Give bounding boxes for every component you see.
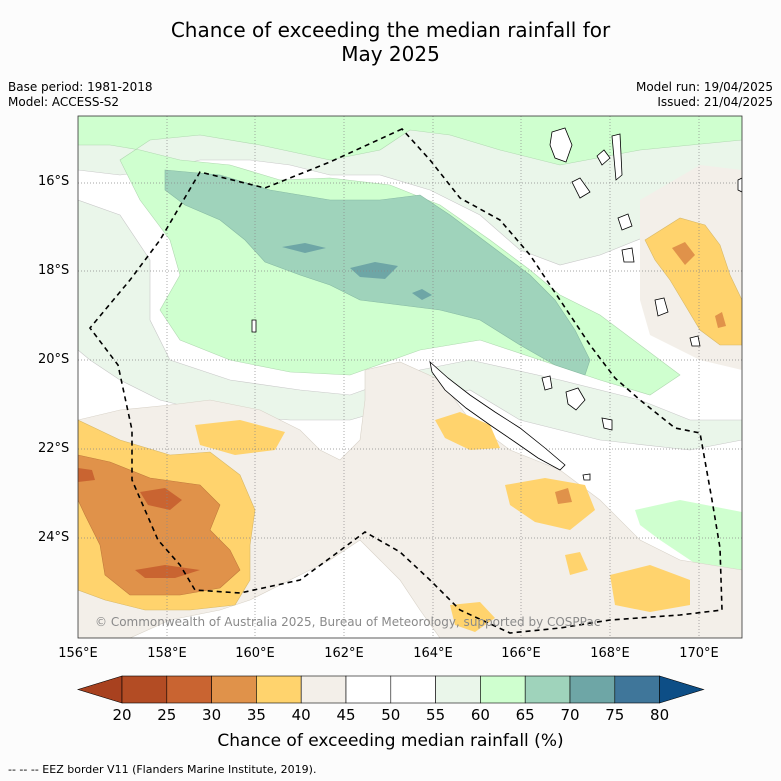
colorbar-tick-label: 45 [336, 706, 356, 724]
colorbar-segment [121, 675, 168, 704]
new-caledonia-coastline [429, 360, 566, 471]
colorbar-segment [390, 675, 436, 704]
region-35-40-c1 [435, 412, 500, 450]
lon-label-168e: 168°E [590, 646, 630, 661]
region-30-35-west [78, 454, 241, 596]
eez-legend: -- -- -- EEZ border V11 (Flanders Marine… [8, 763, 317, 776]
region-35-40-c4 [610, 565, 690, 612]
colorbar-segment [166, 675, 212, 704]
lon-label-162e: 162°E [324, 646, 364, 661]
region-70-75-a [282, 243, 326, 253]
region-35-40-c5 [450, 602, 495, 632]
colorbar-tick-label: 25 [157, 706, 177, 724]
lon-label-158e: 158°E [147, 646, 187, 661]
title-line-1: Chance of exceeding the median rainfall … [170, 18, 611, 42]
colorbar-segment [435, 675, 481, 704]
region-70-75-c [412, 289, 432, 300]
island-south [582, 473, 591, 481]
region-70-75-b [350, 262, 398, 279]
title-line-2: May 2025 [341, 42, 440, 66]
colorbar-tick-label: 70 [560, 706, 580, 724]
lat-label-24s: 24°S [38, 530, 70, 545]
colorbar-segments [76, 675, 705, 704]
colorbar-segment [211, 675, 257, 704]
lat-label-20s: 20°S [38, 352, 70, 367]
lat-label-16s: 16°S [38, 174, 70, 189]
vanuatu-island-1 [549, 127, 573, 163]
map-fill-layer [78, 116, 742, 638]
colorbar-tick-label: 55 [426, 706, 446, 724]
vanuatu-island-8 [689, 335, 701, 347]
colorbar-tick-label: 20 [112, 706, 132, 724]
region-25-30-w1 [140, 488, 182, 510]
map-frame [77, 115, 743, 639]
colorbar-segment [480, 675, 526, 704]
vanuatu-island-4 [571, 177, 591, 199]
lon-label-160e: 160°E [235, 646, 275, 661]
lon-label-164e: 164°E [413, 646, 453, 661]
colorbar-arrow-high [659, 675, 705, 704]
lat-label-18s: 18°S [38, 263, 70, 278]
meta-right: Model run: 19/04/2025 Issued: 21/04/2025 [636, 80, 773, 110]
region-35-40-ne [644, 217, 742, 346]
map-title: Chance of exceeding the median rainfall … [0, 18, 781, 66]
region-30-35-ne-b [715, 312, 726, 328]
eez-border [88, 128, 723, 634]
colorbar-tick-label: 60 [470, 706, 490, 724]
vanuatu-island-5 [617, 213, 633, 231]
colorbar-tick-label: 40 [291, 706, 311, 724]
copyright-text: © Commonwealth of Australia 2025, Bureau… [95, 615, 601, 629]
colorbar-segment [300, 675, 347, 704]
vanuatu-island-2 [596, 149, 611, 166]
island-mid [251, 319, 257, 333]
vanuatu-island-9 [737, 177, 742, 193]
graticule [78, 116, 742, 638]
loyalty-island-1 [565, 387, 586, 411]
colorbar-segment [569, 675, 616, 704]
colorbar-segment [524, 675, 571, 704]
model-run: Model run: 19/04/2025 [635, 80, 773, 94]
colorbar-label: Chance of exceeding median rainfall (%) [217, 731, 564, 751]
region-35-40-c3 [565, 552, 588, 575]
region-35-40-w2 [195, 420, 285, 455]
colorbar-segment [256, 675, 302, 704]
vanuatu-island-6 [621, 247, 635, 263]
region-30-35-ne-a [672, 242, 695, 265]
loyalty-island-2 [541, 375, 553, 391]
colorbar-arrow-low [76, 675, 123, 704]
colorbar-tick-label: 80 [650, 706, 670, 724]
issued-date: Issued: 21/04/2025 [657, 95, 773, 109]
meta-left: Base period: 1981-2018 Model: ACCESS-S2 [8, 80, 153, 110]
lon-label-166e: 166°E [501, 646, 541, 661]
colorbar-tick-label: 75 [605, 706, 625, 724]
region-35-40-c2 [505, 478, 595, 530]
colorbar-tick-label: 35 [246, 706, 266, 724]
colorbar-segment [614, 675, 660, 704]
colorbar-segment [345, 675, 392, 704]
colorbar-tick-label: 65 [515, 706, 535, 724]
lon-label-156e: 156°E [58, 646, 98, 661]
vanuatu-island-7 [654, 297, 669, 317]
lon-label-170e: 170°E [679, 646, 719, 661]
colorbar-tick-label: 50 [381, 706, 401, 724]
colorbar-tick-label: 30 [202, 706, 222, 724]
region-25-30-w2 [135, 565, 200, 578]
base-period: Base period: 1981-2018 [8, 80, 153, 94]
region-25-30-w3 [78, 468, 95, 482]
loyalty-island-3 [601, 417, 613, 431]
region-30-35-c [555, 488, 572, 504]
lat-label-22s: 22°S [38, 441, 70, 456]
model-name: Model: ACCESS-S2 [8, 95, 120, 109]
vanuatu-island-3 [611, 133, 623, 181]
